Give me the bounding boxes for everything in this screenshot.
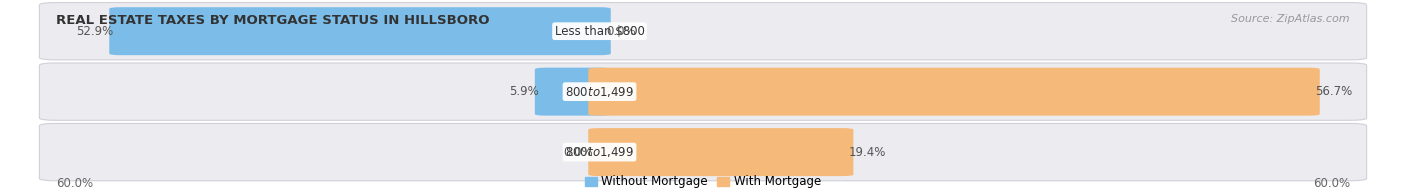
FancyBboxPatch shape (588, 68, 1320, 116)
Text: 0.0%: 0.0% (562, 146, 592, 159)
Text: 0.0%: 0.0% (606, 25, 636, 38)
Text: 5.9%: 5.9% (509, 85, 538, 98)
Text: $800 to $1,499: $800 to $1,499 (565, 85, 634, 99)
FancyBboxPatch shape (39, 123, 1367, 181)
Text: 52.9%: 52.9% (76, 25, 114, 38)
Legend: Without Mortgage, With Mortgage: Without Mortgage, With Mortgage (581, 171, 825, 193)
FancyBboxPatch shape (39, 63, 1367, 120)
Text: Source: ZipAtlas.com: Source: ZipAtlas.com (1232, 14, 1350, 24)
Text: 60.0%: 60.0% (56, 177, 93, 190)
Text: Less than $800: Less than $800 (554, 25, 644, 38)
FancyBboxPatch shape (588, 128, 853, 176)
Text: 19.4%: 19.4% (849, 146, 887, 159)
Text: REAL ESTATE TAXES BY MORTGAGE STATUS IN HILLSBORO: REAL ESTATE TAXES BY MORTGAGE STATUS IN … (56, 14, 489, 27)
Text: 60.0%: 60.0% (1313, 177, 1350, 190)
FancyBboxPatch shape (110, 7, 610, 55)
FancyBboxPatch shape (534, 68, 610, 116)
Text: $800 to $1,499: $800 to $1,499 (565, 145, 634, 159)
Text: 56.7%: 56.7% (1316, 85, 1353, 98)
FancyBboxPatch shape (39, 3, 1367, 60)
